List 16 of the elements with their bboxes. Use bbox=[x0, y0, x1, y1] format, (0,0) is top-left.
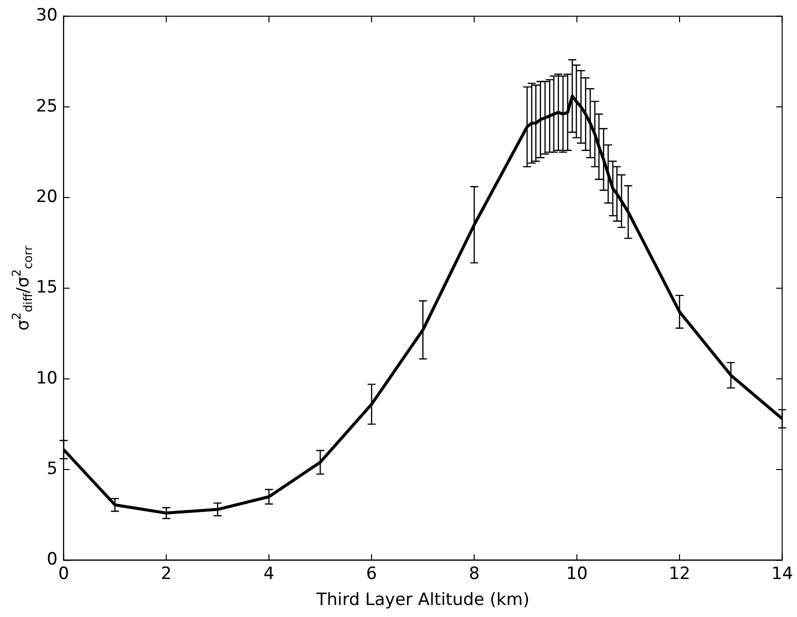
x-tick-label: 6 bbox=[366, 564, 377, 584]
y-tick-label: 10 bbox=[36, 368, 58, 388]
x-tick-label: 8 bbox=[468, 564, 480, 584]
x-tick-label: 10 bbox=[566, 564, 588, 584]
y-tick-label: 30 bbox=[36, 6, 58, 26]
x-axis-title: Third Layer Altitude (km) bbox=[315, 590, 530, 610]
y-tick-label: 20 bbox=[36, 186, 58, 207]
y-axis-title: σ2diff/σ2corr bbox=[9, 246, 36, 331]
x-tick-label: 12 bbox=[668, 564, 690, 584]
y-tick-label: 5 bbox=[46, 458, 58, 479]
x-tick-label: 2 bbox=[160, 564, 172, 584]
y-tick-label: 0 bbox=[46, 550, 58, 570]
x-tick-label: 4 bbox=[264, 564, 274, 584]
y-tick-label: 25 bbox=[36, 96, 58, 116]
x-tick-label: 14 bbox=[771, 564, 794, 584]
y-tick-label: 15 bbox=[36, 278, 58, 298]
